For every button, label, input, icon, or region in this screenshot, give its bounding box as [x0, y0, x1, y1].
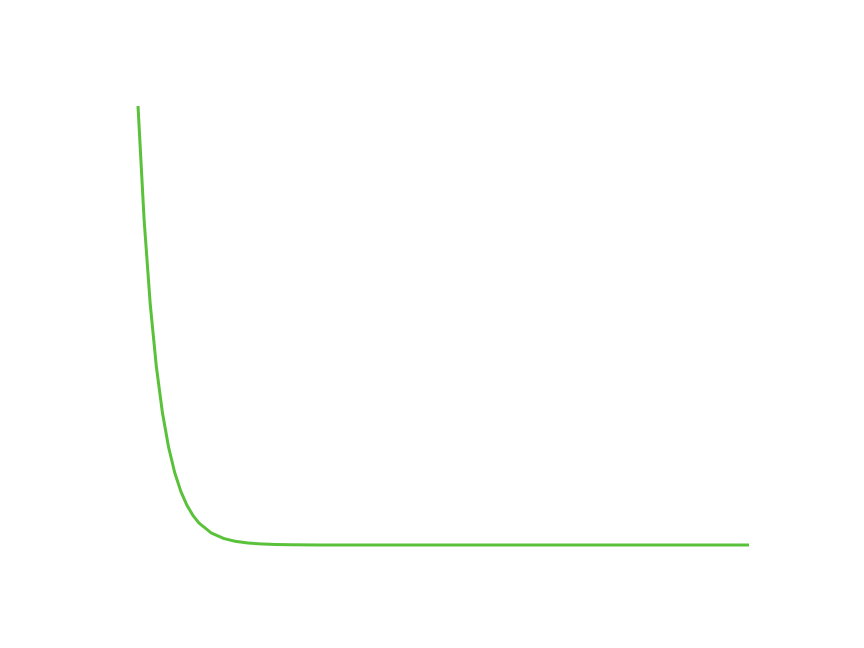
series-line-0: [136, 105, 749, 547]
series-layer: [136, 105, 749, 547]
